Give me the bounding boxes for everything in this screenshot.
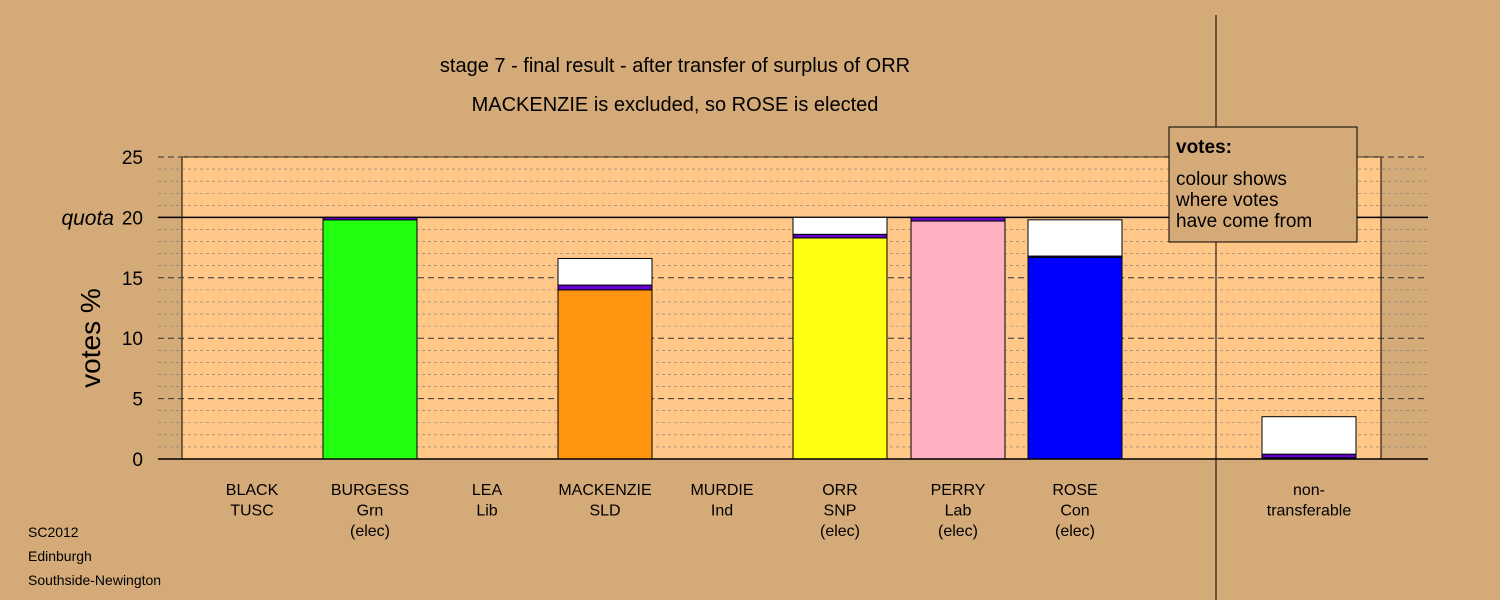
category-label: Lab: [945, 503, 972, 520]
category-label: BLACK: [226, 482, 279, 499]
source-line: SC2012: [28, 524, 79, 540]
bar-segment: [322, 219, 418, 460]
legend-line: colour shows: [1176, 169, 1287, 190]
bar-segment: [910, 216, 1006, 222]
bar-segment: [910, 220, 1006, 460]
bar-segment: [1261, 453, 1357, 459]
legend-line: have come from: [1176, 211, 1312, 232]
bar-segment: [792, 216, 888, 235]
bar-segment: [1027, 219, 1123, 257]
category-label: SLD: [589, 503, 620, 520]
legend-box: votes: colour shows where votes have com…: [1168, 126, 1358, 243]
category-label: TUSC: [230, 503, 274, 520]
category-label: Ind: [711, 503, 733, 520]
y-tick-label: 15: [122, 269, 143, 290]
category-label: SNP: [824, 503, 857, 520]
bar-segment: [557, 289, 653, 460]
legend-heading: votes:: [1176, 137, 1232, 158]
y-tick-label: 10: [122, 329, 143, 350]
category-label: MACKENZIE: [558, 482, 651, 499]
legend-frame: [1168, 126, 1358, 243]
bar-segment: [792, 237, 888, 460]
category-label: ROSE: [1052, 482, 1097, 499]
y-tick-label: 25: [122, 148, 143, 169]
source-line: Edinburgh: [28, 548, 92, 564]
category-label: non-: [1293, 482, 1325, 499]
y-tick-label: 20: [122, 208, 143, 229]
bar-segment: [557, 284, 653, 291]
y-tick-label: 0: [132, 450, 143, 471]
category-label: Con: [1060, 503, 1089, 520]
y-tick-label: 5: [132, 390, 143, 411]
bar-segment: [792, 233, 888, 239]
bar-segment: [1027, 256, 1123, 460]
bars: [322, 216, 1357, 460]
category-label: (elec): [350, 523, 390, 540]
category-label: (elec): [820, 523, 860, 540]
quota-label: quota: [61, 207, 114, 230]
category-label: MURDIE: [690, 482, 753, 499]
bar-segment: [322, 216, 418, 221]
chart-title: stage 7 - final result - after transfer …: [440, 55, 910, 77]
category-label: Lib: [476, 503, 497, 520]
category-label: (elec): [1055, 523, 1095, 540]
category-label: BURGESS: [331, 482, 409, 499]
bar-segment: [557, 257, 653, 286]
category-label: PERRY: [931, 482, 986, 499]
category-labels: BLACK TUSC BURGESS Grn (elec) LEA Lib MACKENZIE…: [226, 482, 1352, 540]
legend-line: where votes: [1175, 190, 1278, 211]
bar-segment: [1261, 416, 1357, 455]
category-label: (elec): [938, 523, 978, 540]
category-label: ORR: [822, 482, 858, 499]
source-note: SC2012 Edinburgh Southside-Newington: [28, 524, 161, 588]
source-line: Southside-Newington: [28, 572, 161, 588]
y-axis-label: votes %: [75, 288, 106, 388]
category-label: LEA: [472, 482, 503, 499]
chart-subtitle: MACKENZIE is excluded, so ROSE is electe…: [472, 94, 879, 116]
category-label: Grn: [357, 503, 384, 520]
category-label: transferable: [1267, 503, 1352, 520]
